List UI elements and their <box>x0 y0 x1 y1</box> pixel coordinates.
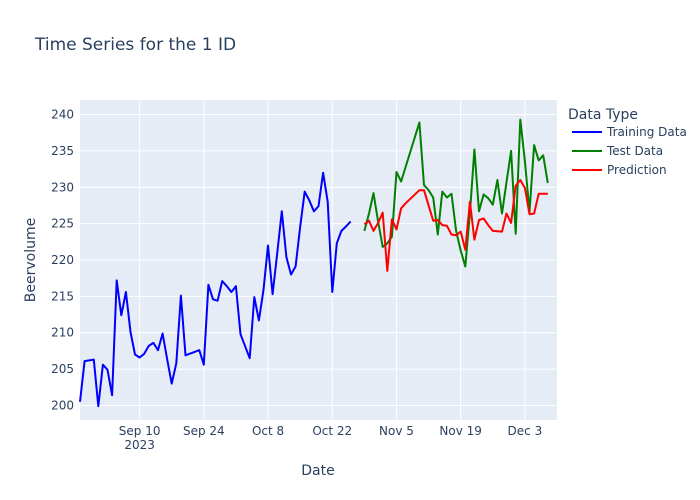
series-line-test-data <box>363 118 549 268</box>
legend-title: Data Type <box>568 107 638 123</box>
x-tick-sublabel: 2023 <box>124 438 155 452</box>
y-axis-title: Beervolume <box>23 218 39 302</box>
series-lines <box>79 118 549 408</box>
x-tick-label: Oct 22 <box>312 424 352 438</box>
y-tick-label: 240 <box>51 108 74 122</box>
y-tick-label: 220 <box>51 253 74 267</box>
x-axis-title: Date <box>301 463 334 479</box>
legend-label-prediction: Prediction <box>607 163 667 177</box>
y-tick-label: 200 <box>51 398 74 412</box>
x-tick-label: Sep 10 <box>119 424 161 438</box>
x-tick-label: Sep 24 <box>183 424 225 438</box>
y-tick-label: 215 <box>51 289 74 303</box>
y-tick-label: 235 <box>51 144 74 158</box>
y-tick-label: 225 <box>51 217 74 231</box>
x-tick-label: Oct 8 <box>252 424 284 438</box>
legend: Data Type Training Data Test Data Predicti… <box>568 107 687 177</box>
chart-title: Time Series for the 1 ID <box>34 35 236 55</box>
y-tick-label: 210 <box>51 326 74 340</box>
legend-label-training-data: Training Data <box>606 125 687 139</box>
series-line-training-data <box>79 171 352 408</box>
x-tick-label: Nov 19 <box>439 424 482 438</box>
x-tick-label: Dec 3 <box>508 424 543 438</box>
series-line-prediction <box>363 179 548 272</box>
y-tick-label: 205 <box>51 362 74 376</box>
x-tick-label: Nov 5 <box>379 424 414 438</box>
y-tick-label: 230 <box>51 180 74 194</box>
legend-label-test-data: Test Data <box>606 144 663 158</box>
y-axis-ticks: 200 205 210 215 220 225 230 235 240 <box>51 108 74 413</box>
